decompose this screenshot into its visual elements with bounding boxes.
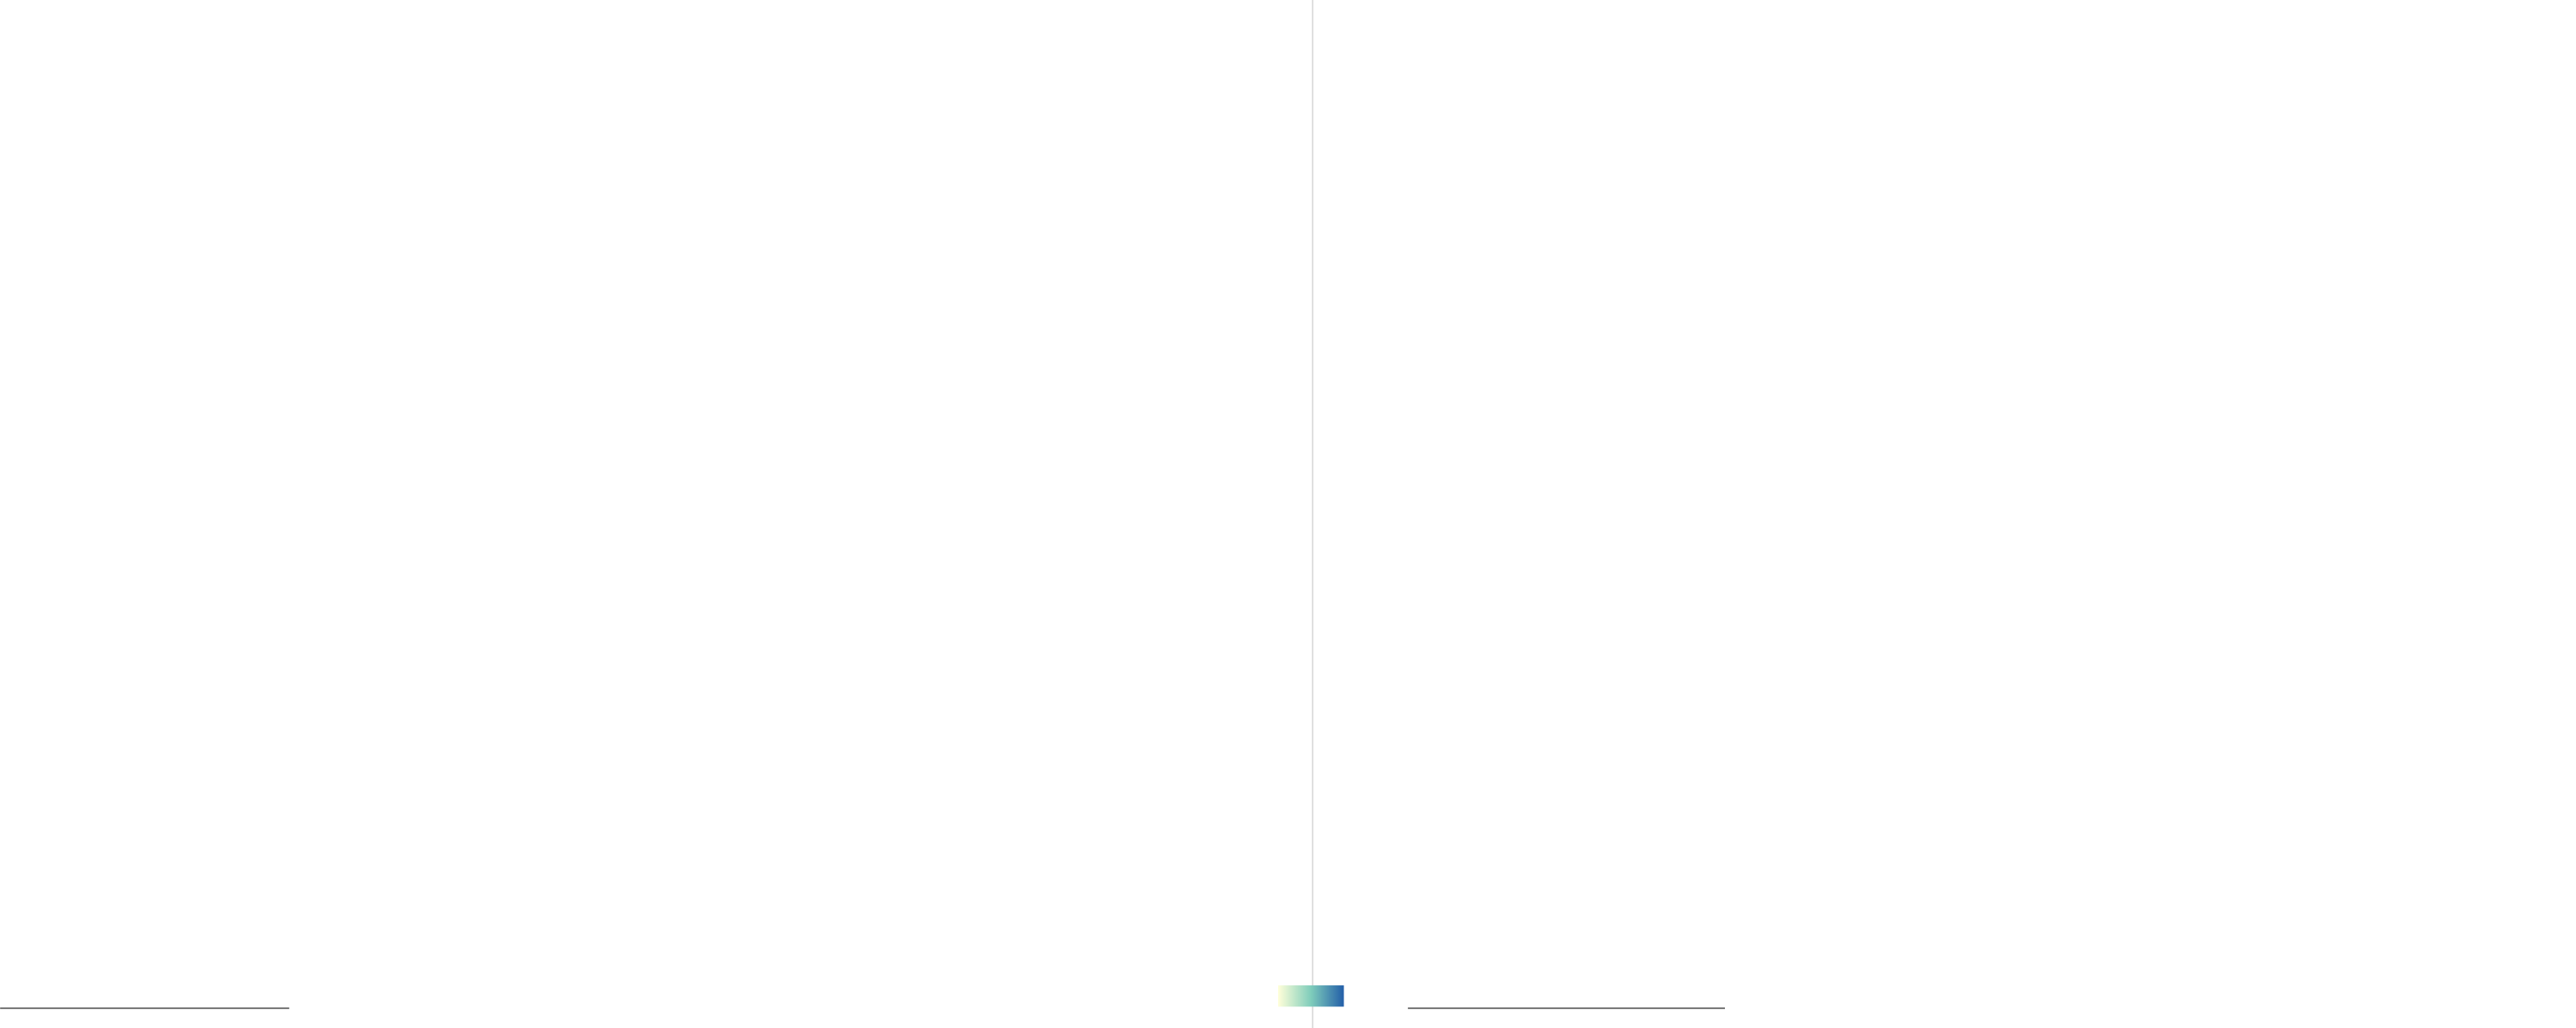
color-legend bbox=[1278, 985, 1344, 1007]
